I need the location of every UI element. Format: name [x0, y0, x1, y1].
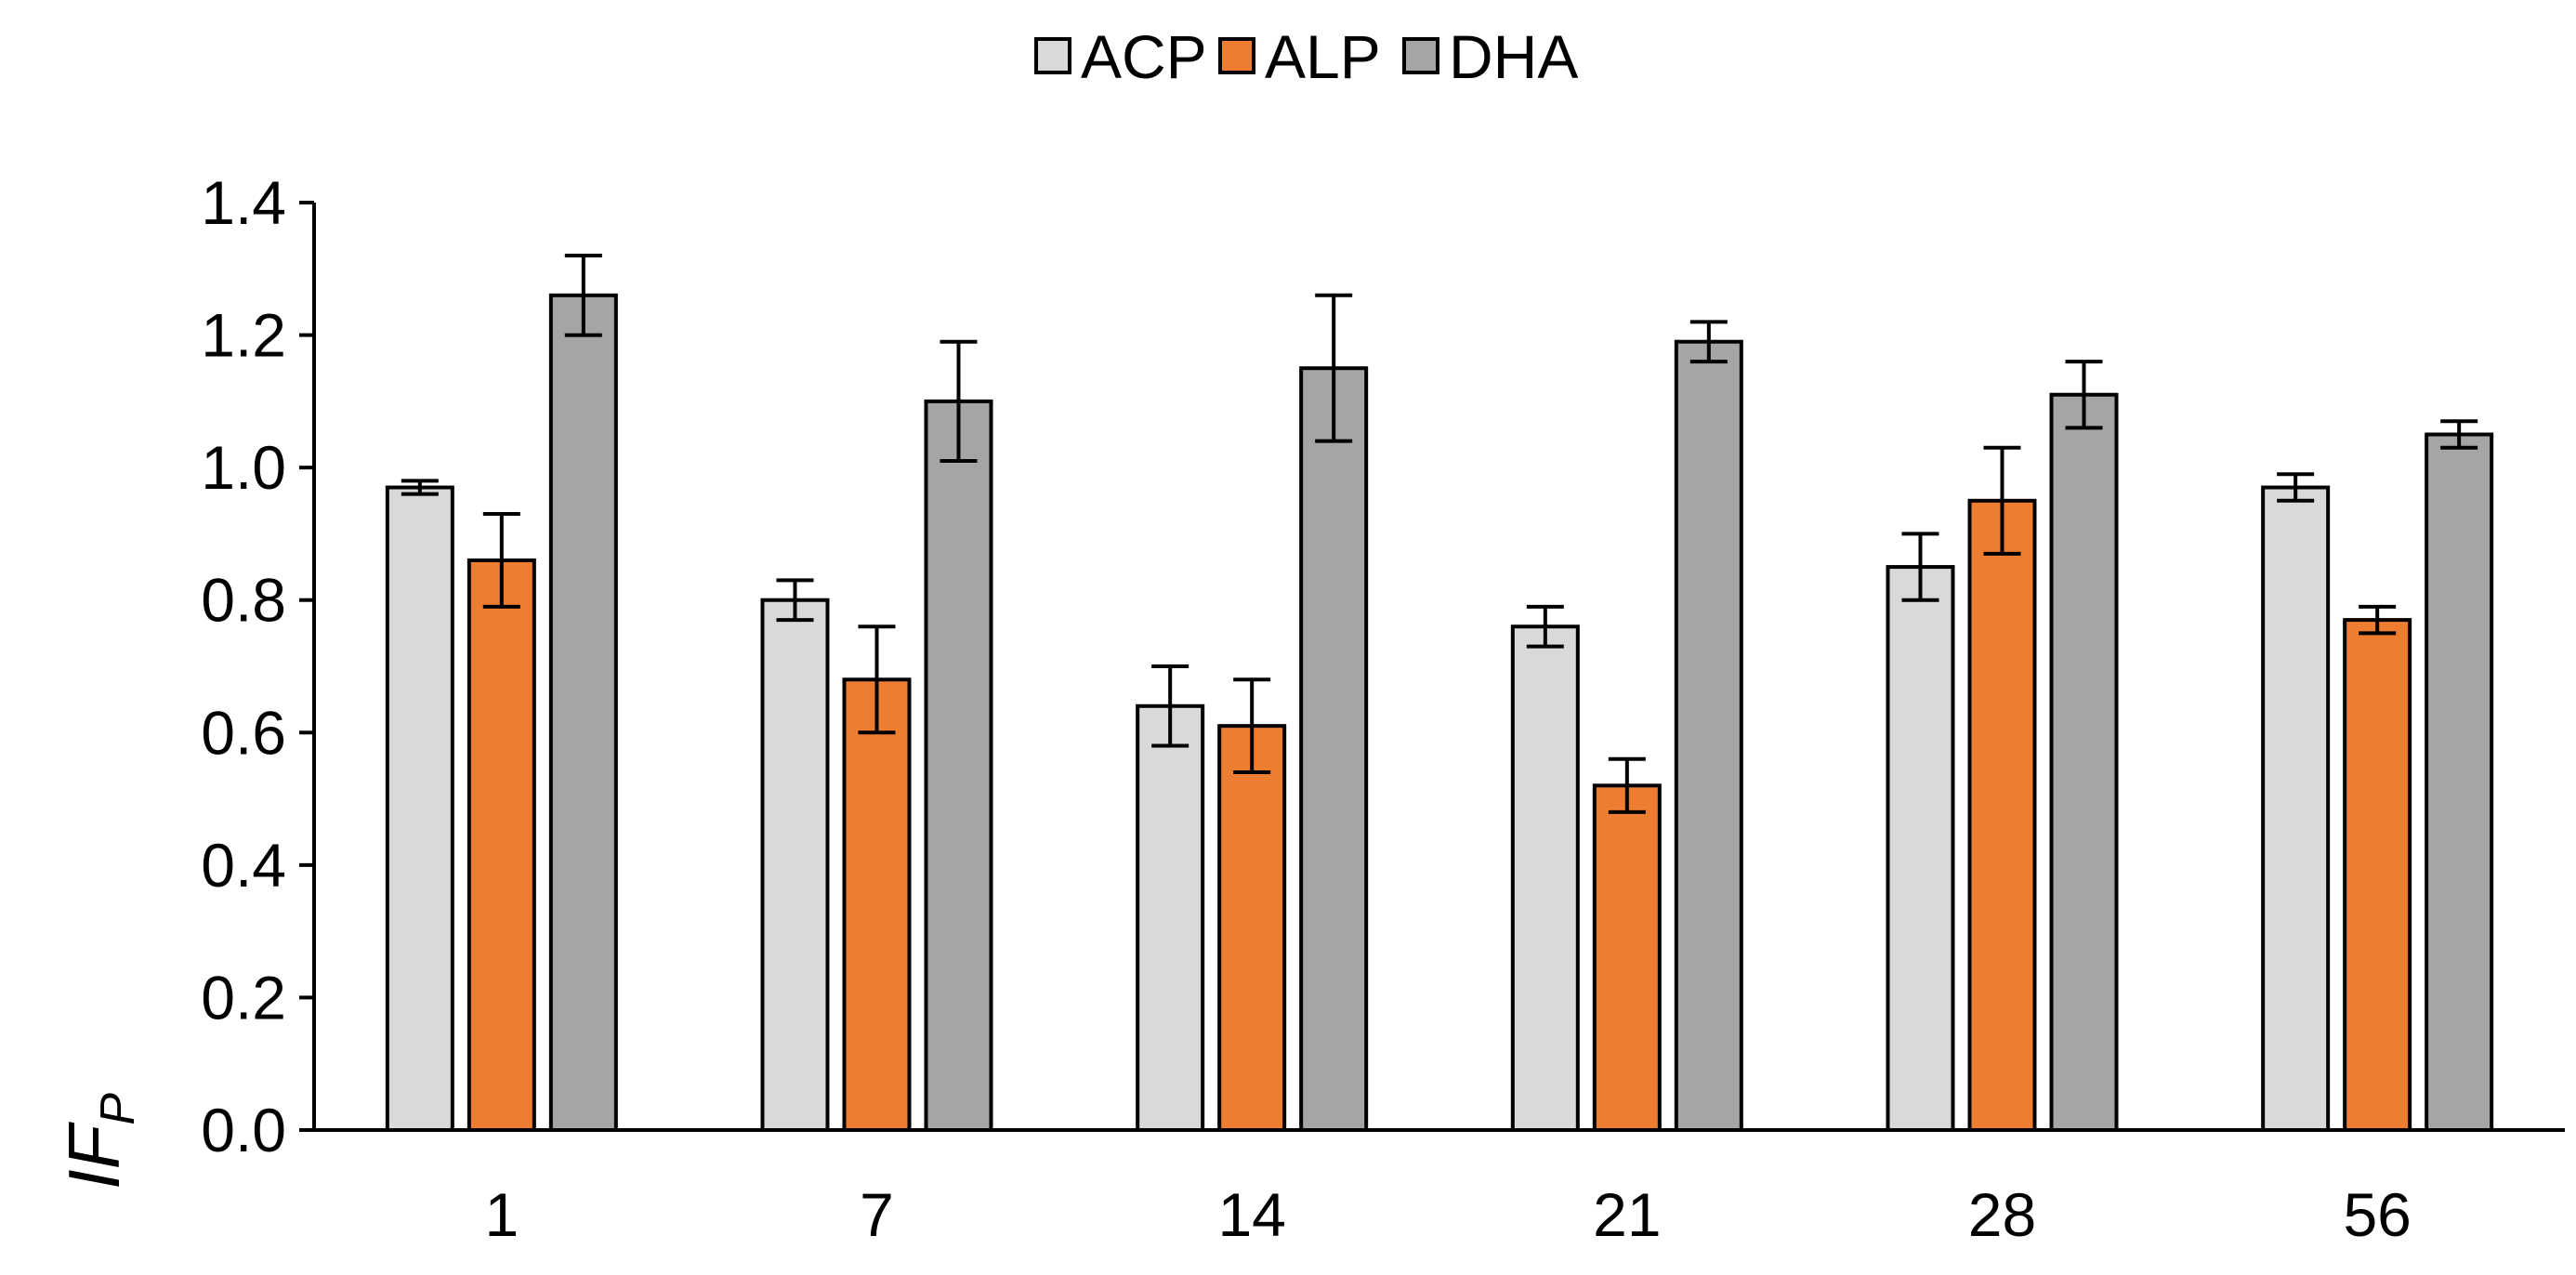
error-bar-alp-28	[1983, 445, 2021, 556]
error-bar-dha-28	[2065, 360, 2103, 430]
x-tick-label: 28	[1968, 1180, 2036, 1249]
x-tick-label: 14	[1217, 1180, 1285, 1249]
bar-acp-7	[760, 598, 830, 1132]
error-bar-dha-7	[940, 339, 978, 464]
error-bar-alp-1	[482, 512, 520, 609]
error-bar-acp-7	[776, 578, 814, 623]
error-bar-dha-14	[1315, 293, 1353, 443]
x-tick-label: 1	[484, 1180, 519, 1249]
bar-dha-7	[924, 399, 993, 1133]
x-axis: 1 7 14 21 28 56	[314, 1128, 2565, 1249]
error-bar-acp-21	[1526, 604, 1564, 649]
y-tick-label: 1.0	[201, 433, 286, 502]
y-axis-label-main: IF	[53, 1121, 135, 1190]
x-tick-label: 7	[860, 1180, 894, 1249]
y-tick-label: 0.8	[201, 566, 286, 635]
y-axis: 0.0 0.2 0.4 0.6 0.8 1.0 1.2 1.4	[201, 168, 316, 1164]
legend-swatch	[1402, 37, 1439, 74]
bar-alp-21	[1592, 783, 1662, 1132]
error-bar-dha-21	[1689, 320, 1728, 364]
bar-alp-7	[842, 677, 912, 1132]
bar-acp-28	[1886, 565, 1955, 1132]
error-bar-alp-7	[858, 624, 896, 735]
y-tick-label: 0.6	[201, 698, 286, 767]
legend-item-alp: ALP	[1218, 22, 1381, 91]
error-bar-acp-56	[2277, 472, 2315, 503]
legend-label: ACP	[1081, 22, 1207, 91]
legend-label: DHA	[1449, 22, 1578, 91]
y-axis-label: IFP	[53, 1093, 145, 1190]
error-bar-dha-56	[2440, 419, 2478, 450]
x-tick-label: 21	[1593, 1180, 1661, 1249]
error-bar-alp-14	[1233, 677, 1271, 775]
bar-alp-1	[467, 558, 536, 1132]
x-tick-label: 56	[2343, 1180, 2411, 1249]
bar-alp-14	[1217, 724, 1287, 1133]
bar-acp-1	[385, 485, 454, 1132]
error-bar-acp-28	[1901, 532, 1939, 602]
y-tick-label: 0.0	[201, 1096, 286, 1164]
bar-alp-56	[2343, 618, 2412, 1132]
bar-dha-14	[1299, 366, 1369, 1132]
legend-swatch	[1034, 37, 1071, 74]
legend-label: ALP	[1265, 22, 1381, 91]
y-tick-label: 1.2	[201, 301, 286, 370]
bars	[385, 293, 2494, 1133]
legend-item-dha: DHA	[1402, 22, 1578, 91]
bar-acp-56	[2261, 485, 2331, 1132]
y-axis-label-subscript: P	[91, 1093, 145, 1125]
error-bar-acp-14	[1151, 664, 1189, 748]
y-tick-label: 0.2	[201, 963, 286, 1032]
legend: ACP ALP DHA	[1034, 22, 1578, 91]
bar-dha-1	[548, 293, 618, 1132]
legend-swatch	[1218, 37, 1255, 74]
bar-dha-21	[1674, 339, 1743, 1132]
error-bar-dha-1	[564, 254, 602, 337]
bar-acp-21	[1510, 624, 1580, 1132]
error-bars	[401, 254, 2478, 814]
bar-dha-28	[2049, 392, 2119, 1132]
bar-alp-28	[1967, 498, 2037, 1132]
y-tick-label: 0.4	[201, 831, 286, 900]
error-bar-alp-21	[1608, 756, 1646, 814]
bar-dha-56	[2425, 432, 2494, 1132]
legend-item-acp: ACP	[1034, 22, 1207, 91]
error-bar-acp-1	[401, 479, 439, 496]
error-bar-alp-56	[2359, 604, 2397, 636]
bar-acp-14	[1136, 703, 1205, 1132]
y-tick-label: 1.4	[201, 168, 286, 237]
